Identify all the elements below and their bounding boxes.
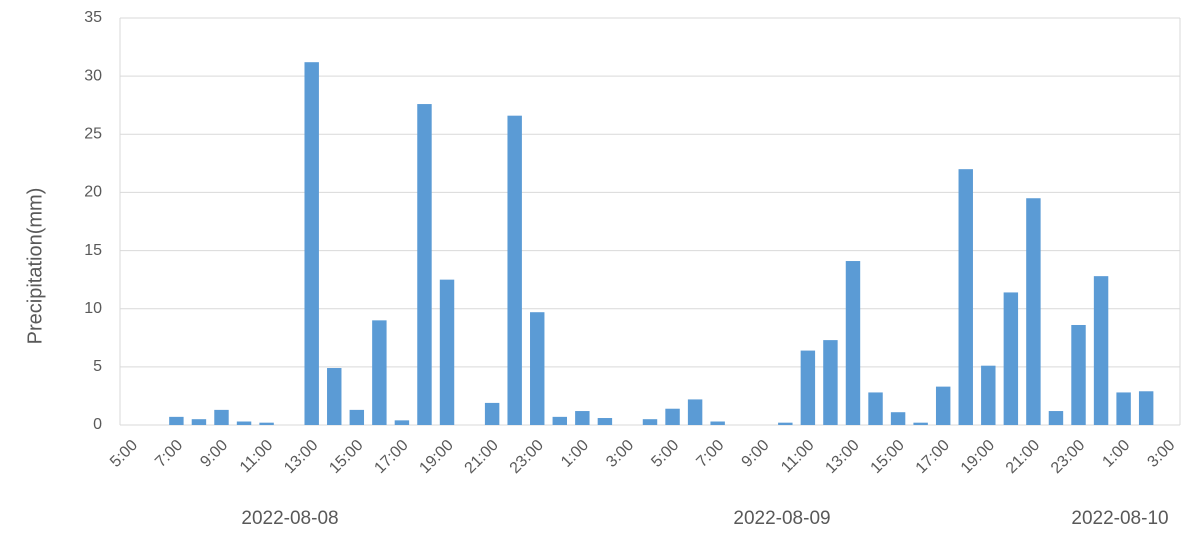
x-tick-label: 13:00 (822, 437, 862, 477)
bar (304, 62, 319, 426)
x-tick-label: 19:00 (958, 437, 998, 477)
x-tick-label: 23:00 (507, 437, 547, 477)
bar (259, 422, 274, 425)
y-tick-label: 15 (84, 242, 102, 259)
bar (530, 312, 545, 425)
bar (642, 419, 658, 425)
y-tick-label: 0 (93, 416, 102, 433)
bar (1138, 391, 1154, 425)
x-tick-label: 9:00 (197, 437, 231, 471)
x-tick-label: 3:00 (1144, 437, 1178, 471)
bar (191, 419, 207, 425)
bar (575, 411, 590, 425)
bar (372, 320, 387, 425)
y-tick-label: 20 (84, 184, 102, 201)
bar (1093, 276, 1109, 425)
bar (394, 420, 410, 425)
y-tick-label: 5 (93, 358, 102, 375)
bar (552, 416, 568, 425)
bar (823, 340, 838, 425)
bar (981, 365, 996, 425)
y-tick-label: 10 (84, 300, 102, 317)
x-tick-label: 3:00 (603, 437, 637, 471)
x-tick-label: 15:00 (868, 437, 908, 477)
x-tick-label: 1:00 (558, 437, 592, 471)
bar (710, 421, 725, 425)
x-tick-label: 21:00 (1003, 437, 1043, 477)
bar (800, 350, 816, 425)
y-tick-label: 25 (84, 126, 102, 143)
bar (958, 169, 973, 425)
x-tick-label: 13:00 (281, 437, 321, 477)
x-tick-label: 17:00 (913, 437, 953, 477)
bar (687, 399, 703, 425)
bar (1026, 198, 1041, 425)
x-tick-label: 21:00 (462, 437, 502, 477)
x-tick-label: 11:00 (237, 437, 277, 477)
bar (1003, 292, 1019, 425)
bar (507, 115, 522, 426)
bar (484, 402, 500, 425)
bar (890, 412, 906, 425)
bar (868, 392, 883, 425)
bar (214, 409, 229, 425)
x-tick-label: 15:00 (326, 437, 366, 477)
bar (845, 261, 861, 425)
y-axis-label: Precipitation(mm) (24, 188, 46, 345)
x-tick-label: 19:00 (416, 437, 456, 477)
date-label: 2022-08-08 (241, 508, 338, 529)
x-tick-label: 9:00 (739, 437, 773, 471)
bar (417, 104, 432, 426)
x-tick-label: 5:00 (648, 437, 682, 471)
x-tick-label: 17:00 (371, 437, 411, 477)
date-label: 2022-08-10 (1071, 508, 1168, 529)
y-tick-label: 35 (84, 9, 102, 26)
bar (597, 418, 613, 425)
bar (439, 279, 455, 425)
x-tick-label: 7:00 (152, 437, 186, 471)
bar (778, 422, 793, 425)
bar (665, 408, 680, 425)
bar (935, 386, 951, 425)
bar (236, 421, 252, 425)
x-tick-label: 23:00 (1048, 437, 1088, 477)
bar (169, 416, 184, 425)
y-tick-label: 30 (84, 67, 102, 84)
bar (1048, 411, 1064, 425)
x-tick-label: 11:00 (778, 437, 818, 477)
bar (349, 409, 365, 425)
date-label: 2022-08-09 (733, 508, 830, 529)
bar (913, 422, 928, 425)
bar (1071, 324, 1086, 425)
x-tick-label: 5:00 (107, 437, 141, 471)
bar (327, 368, 342, 425)
x-tick-label: 1:00 (1099, 437, 1133, 471)
x-tick-label: 7:00 (693, 437, 727, 471)
bar (1116, 392, 1131, 425)
